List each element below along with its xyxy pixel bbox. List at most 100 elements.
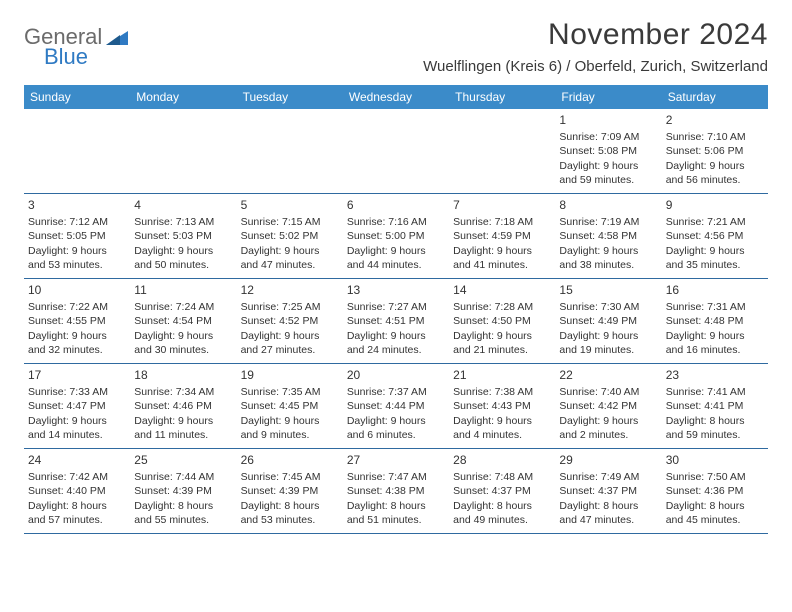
daylight-text: Daylight: 8 hours bbox=[134, 499, 232, 513]
daylight-text: Daylight: 9 hours bbox=[134, 244, 232, 258]
sunset-text: Sunset: 4:54 PM bbox=[134, 314, 232, 328]
sunset-text: Sunset: 4:49 PM bbox=[559, 314, 657, 328]
sunset-text: Sunset: 5:05 PM bbox=[28, 229, 126, 243]
calendar-week: 1Sunrise: 7:09 AMSunset: 5:08 PMDaylight… bbox=[24, 109, 768, 194]
day-number: 30 bbox=[666, 452, 764, 468]
month-title: November 2024 bbox=[423, 18, 768, 52]
day-cell: 28Sunrise: 7:48 AMSunset: 4:37 PMDayligh… bbox=[449, 449, 555, 533]
day-cell bbox=[343, 109, 449, 193]
day-cell: 18Sunrise: 7:34 AMSunset: 4:46 PMDayligh… bbox=[130, 364, 236, 448]
daylight-text: and 50 minutes. bbox=[134, 258, 232, 272]
daylight-text: and 59 minutes. bbox=[666, 428, 764, 442]
calendar-week: 3Sunrise: 7:12 AMSunset: 5:05 PMDaylight… bbox=[24, 194, 768, 279]
day-number: 11 bbox=[134, 282, 232, 298]
sunset-text: Sunset: 4:45 PM bbox=[241, 399, 339, 413]
sunset-text: Sunset: 5:08 PM bbox=[559, 144, 657, 158]
day-number: 7 bbox=[453, 197, 551, 213]
sunset-text: Sunset: 4:37 PM bbox=[453, 484, 551, 498]
weekday-label: Wednesday bbox=[343, 85, 449, 109]
daylight-text: and 24 minutes. bbox=[347, 343, 445, 357]
daylight-text: and 19 minutes. bbox=[559, 343, 657, 357]
sunrise-text: Sunrise: 7:47 AM bbox=[347, 470, 445, 484]
daylight-text: Daylight: 9 hours bbox=[559, 244, 657, 258]
daylight-text: Daylight: 8 hours bbox=[28, 499, 126, 513]
daylight-text: and 38 minutes. bbox=[559, 258, 657, 272]
sunset-text: Sunset: 4:39 PM bbox=[134, 484, 232, 498]
day-cell: 24Sunrise: 7:42 AMSunset: 4:40 PMDayligh… bbox=[24, 449, 130, 533]
daylight-text: and 55 minutes. bbox=[134, 513, 232, 527]
daylight-text: Daylight: 9 hours bbox=[347, 414, 445, 428]
sunset-text: Sunset: 4:55 PM bbox=[28, 314, 126, 328]
day-number: 17 bbox=[28, 367, 126, 383]
daylight-text: Daylight: 9 hours bbox=[666, 244, 764, 258]
day-cell: 11 Sunrise: 7:24 AMSunset: 4:54 PMDayligh… bbox=[130, 279, 236, 363]
day-cell bbox=[24, 109, 130, 193]
day-number: 5 bbox=[241, 197, 339, 213]
weekday-label: Monday bbox=[130, 85, 236, 109]
day-cell: 14Sunrise: 7:28 AMSunset: 4:50 PMDayligh… bbox=[449, 279, 555, 363]
weekday-label: Friday bbox=[555, 85, 661, 109]
day-number: 23 bbox=[666, 367, 764, 383]
day-cell: 19Sunrise: 7:35 AMSunset: 4:45 PMDayligh… bbox=[237, 364, 343, 448]
daylight-text: Daylight: 9 hours bbox=[347, 244, 445, 258]
day-number: 19 bbox=[241, 367, 339, 383]
day-number: 2 bbox=[666, 112, 764, 128]
day-cell: 13Sunrise: 7:27 AMSunset: 4:51 PMDayligh… bbox=[343, 279, 449, 363]
sunrise-text: Sunrise: 7:42 AM bbox=[28, 470, 126, 484]
title-block: November 2024 Wuelflingen (Kreis 6) / Ob… bbox=[423, 18, 768, 75]
sunrise-text: Sunrise: 7:49 AM bbox=[559, 470, 657, 484]
sunrise-text: Sunrise: 7:24 AM bbox=[134, 300, 232, 314]
sunrise-text: Sunrise: 7:09 AM bbox=[559, 130, 657, 144]
daylight-text: Daylight: 8 hours bbox=[666, 414, 764, 428]
day-number: 12 bbox=[241, 282, 339, 298]
sunset-text: Sunset: 4:42 PM bbox=[559, 399, 657, 413]
day-cell: 1Sunrise: 7:09 AMSunset: 5:08 PMDaylight… bbox=[555, 109, 661, 193]
sunrise-text: Sunrise: 7:50 AM bbox=[666, 470, 764, 484]
day-cell: 16Sunrise: 7:31 AMSunset: 4:48 PMDayligh… bbox=[662, 279, 768, 363]
weekday-label: Saturday bbox=[662, 85, 768, 109]
sunset-text: Sunset: 4:58 PM bbox=[559, 229, 657, 243]
daylight-text: and 14 minutes. bbox=[28, 428, 126, 442]
daylight-text: Daylight: 9 hours bbox=[453, 244, 551, 258]
daylight-text: Daylight: 8 hours bbox=[666, 499, 764, 513]
weekday-label: Tuesday bbox=[237, 85, 343, 109]
logo-word2: Blue bbox=[44, 44, 88, 70]
sunset-text: Sunset: 4:36 PM bbox=[666, 484, 764, 498]
daylight-text: and 56 minutes. bbox=[666, 173, 764, 187]
daylight-text: Daylight: 9 hours bbox=[28, 414, 126, 428]
day-number: 16 bbox=[666, 282, 764, 298]
daylight-text: Daylight: 9 hours bbox=[134, 329, 232, 343]
daylight-text: and 57 minutes. bbox=[28, 513, 126, 527]
daylight-text: and 41 minutes. bbox=[453, 258, 551, 272]
location-text: Wuelflingen (Kreis 6) / Oberfeld, Zurich… bbox=[423, 58, 768, 75]
day-cell: 9Sunrise: 7:21 AMSunset: 4:56 PMDaylight… bbox=[662, 194, 768, 278]
daylight-text: and 44 minutes. bbox=[347, 258, 445, 272]
sunrise-text: Sunrise: 7:35 AM bbox=[241, 385, 339, 399]
daylight-text: and 35 minutes. bbox=[666, 258, 764, 272]
sunset-text: Sunset: 4:43 PM bbox=[453, 399, 551, 413]
sunrise-text: Sunrise: 7:18 AM bbox=[453, 215, 551, 229]
day-cell bbox=[449, 109, 555, 193]
sunset-text: Sunset: 4:44 PM bbox=[347, 399, 445, 413]
day-number: 14 bbox=[453, 282, 551, 298]
day-number: 20 bbox=[347, 367, 445, 383]
day-cell: 25Sunrise: 7:44 AMSunset: 4:39 PMDayligh… bbox=[130, 449, 236, 533]
day-cell bbox=[130, 109, 236, 193]
sunrise-text: Sunrise: 7:31 AM bbox=[666, 300, 764, 314]
daylight-text: and 2 minutes. bbox=[559, 428, 657, 442]
sunrise-text: Sunrise: 7:33 AM bbox=[28, 385, 126, 399]
day-number: 22 bbox=[559, 367, 657, 383]
day-number: 13 bbox=[347, 282, 445, 298]
sunrise-text: Sunrise: 7:13 AM bbox=[134, 215, 232, 229]
daylight-text: and 6 minutes. bbox=[347, 428, 445, 442]
day-cell: 12Sunrise: 7:25 AMSunset: 4:52 PMDayligh… bbox=[237, 279, 343, 363]
sunrise-text: Sunrise: 7:38 AM bbox=[453, 385, 551, 399]
sunset-text: Sunset: 5:03 PM bbox=[134, 229, 232, 243]
daylight-text: Daylight: 9 hours bbox=[453, 414, 551, 428]
day-number: 15 bbox=[559, 282, 657, 298]
sunrise-text: Sunrise: 7:12 AM bbox=[28, 215, 126, 229]
sunrise-text: Sunrise: 7:10 AM bbox=[666, 130, 764, 144]
day-cell: 29Sunrise: 7:49 AMSunset: 4:37 PMDayligh… bbox=[555, 449, 661, 533]
sunrise-text: Sunrise: 7:16 AM bbox=[347, 215, 445, 229]
day-cell: 22Sunrise: 7:40 AMSunset: 4:42 PMDayligh… bbox=[555, 364, 661, 448]
